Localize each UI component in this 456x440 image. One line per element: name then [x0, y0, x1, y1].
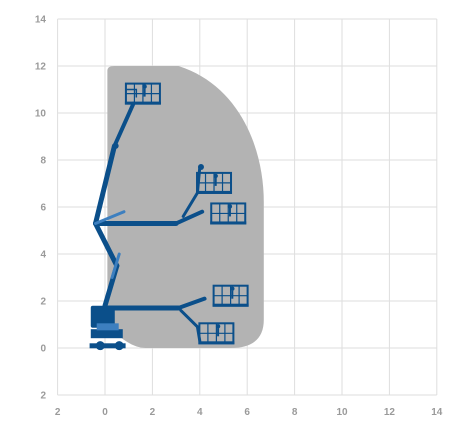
- jib-bracket: [126, 88, 138, 98]
- y-tick-label: 2: [40, 391, 46, 402]
- axle-bar: [89, 343, 126, 349]
- operator-head: [227, 204, 233, 209]
- riser-link: [93, 220, 120, 269]
- basket-floor: [196, 190, 233, 194]
- x-tick-label: 2: [150, 407, 156, 418]
- y-tick-label: 0: [40, 344, 46, 355]
- x-tick-label: 14: [431, 407, 443, 418]
- jib-horizontal: [174, 209, 205, 226]
- x-tick-label: 12: [384, 407, 396, 418]
- basket-floor: [212, 303, 249, 307]
- reach-envelope: [107, 66, 264, 348]
- jib-low-down: [179, 308, 199, 329]
- y-tick-label: 14: [35, 15, 47, 26]
- platform-basket-max-height: [124, 82, 161, 105]
- y-tick-label: 12: [35, 62, 47, 73]
- platform-basket-mid-raised: [196, 171, 233, 194]
- x-tick-label: 8: [292, 407, 298, 418]
- y-tick-label: 10: [35, 109, 47, 120]
- chassis-body: [90, 329, 123, 339]
- y-tick-label: 8: [40, 156, 46, 167]
- boom-cylinder-upper: [94, 210, 126, 225]
- boom-joint: [112, 142, 119, 149]
- operator-head: [215, 324, 221, 329]
- jib-low: [176, 296, 207, 311]
- tick-labels: 2 0 2 4 6 8 10 12 14 14 12 10 8 6 4 2 0 2: [35, 15, 443, 419]
- y-tick-label: 6: [40, 203, 46, 214]
- basket-floor: [124, 101, 161, 105]
- machine-layer: [89, 82, 249, 351]
- basket-floor: [198, 341, 235, 345]
- lift-cylinder: [110, 252, 121, 279]
- counterweight-stripe: [96, 323, 119, 331]
- x-tick-label: 10: [336, 407, 348, 418]
- platform-basket-low: [198, 322, 235, 345]
- operator-head: [230, 286, 235, 291]
- x-tick-label: 4: [197, 407, 203, 418]
- jib-tip: [197, 164, 204, 171]
- upper-boom-max-height: [93, 143, 117, 226]
- envelope-layer: [107, 66, 264, 348]
- turntable: [90, 305, 115, 328]
- x-tick-label: 6: [244, 407, 250, 418]
- jib-max-height: [112, 101, 136, 148]
- platform-basket-mid: [210, 202, 247, 225]
- basket-floor: [210, 221, 247, 225]
- x-tick-label: 2: [55, 407, 61, 418]
- platform-basket-low-raised: [212, 284, 249, 307]
- operator-head: [142, 84, 147, 89]
- y-tick-label: 2: [40, 297, 46, 308]
- y-tick-label: 4: [40, 250, 46, 261]
- machine-chassis: [89, 305, 126, 351]
- operator-head: [213, 173, 218, 179]
- x-tick-label: 0: [102, 407, 108, 418]
- jib-raised: [181, 191, 199, 218]
